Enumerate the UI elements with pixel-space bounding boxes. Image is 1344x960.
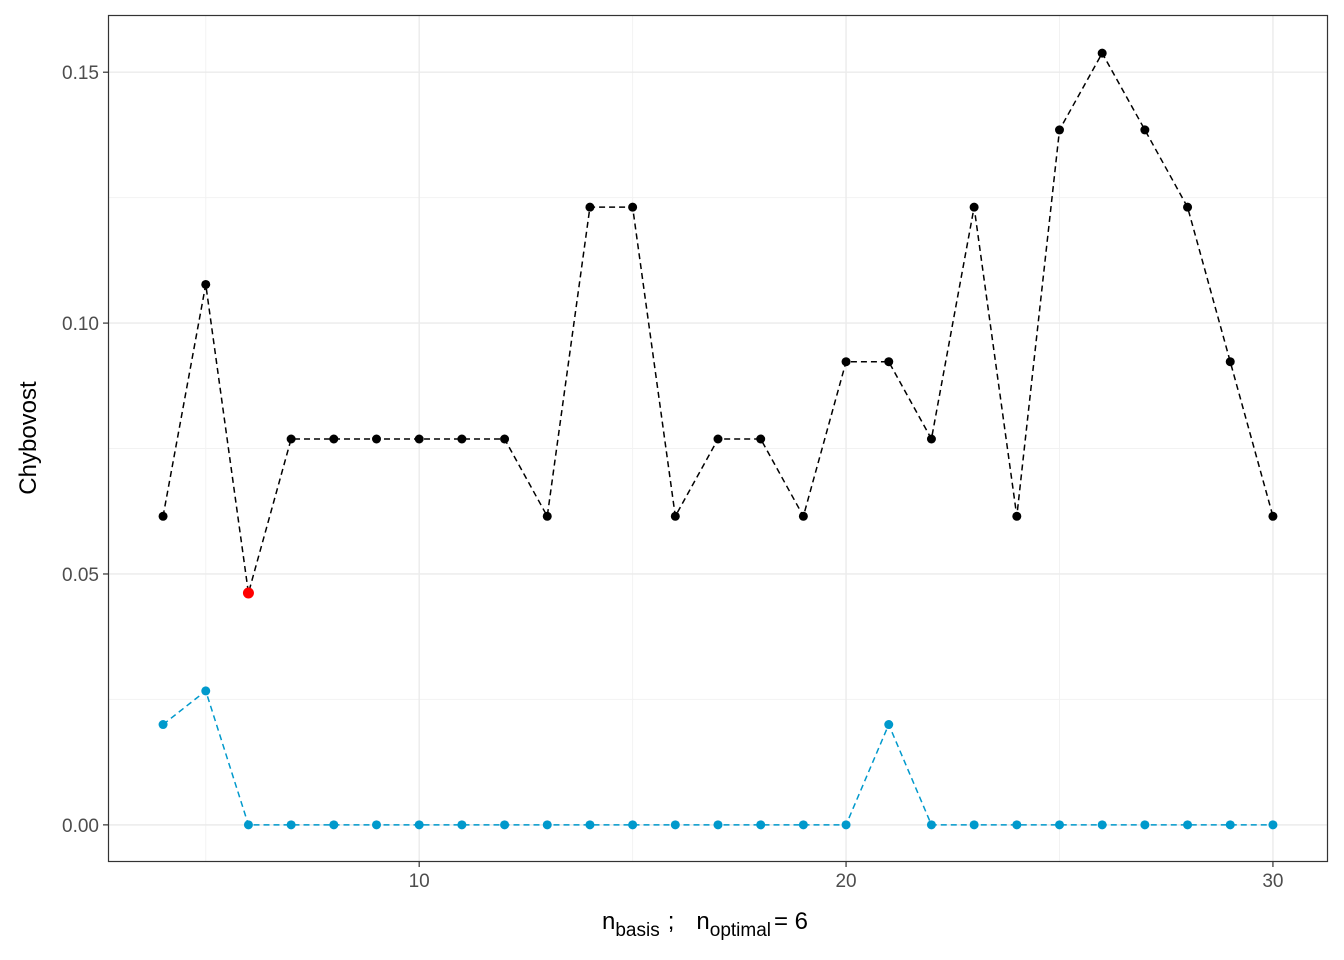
data-point: [884, 720, 894, 730]
data-point: [457, 820, 467, 830]
data-point: [286, 434, 296, 444]
data-point: [1225, 820, 1235, 830]
data-point: [1225, 357, 1235, 367]
data-point: [500, 820, 510, 830]
data-point: [542, 511, 552, 521]
data-point: [243, 820, 253, 830]
series-layer: [158, 48, 1278, 830]
axes: 10 20 30 0.00 0.05 0.10 0.15: [62, 63, 1283, 892]
data-point: [1012, 820, 1022, 830]
data-point: [798, 511, 808, 521]
plot-panel-border: [107, 14, 1329, 863]
data-point: [1054, 125, 1064, 135]
data-point: [457, 434, 467, 444]
data-point: [201, 686, 211, 696]
data-point: [1140, 125, 1150, 135]
optimal-point: [242, 587, 254, 599]
y-tick-label: 0.15: [62, 63, 99, 84]
data-point: [628, 820, 638, 830]
data-point: [329, 820, 339, 830]
data-point: [713, 434, 723, 444]
y-tick-label: 0.10: [62, 314, 99, 335]
data-point: [798, 820, 808, 830]
data-point: [1268, 511, 1278, 521]
data-point: [969, 202, 979, 212]
x-tick-label: 20: [835, 871, 856, 892]
data-point: [158, 511, 168, 521]
data-point: [969, 820, 979, 830]
data-point: [286, 820, 296, 830]
x-tick-label: 10: [409, 871, 430, 892]
data-point: [1097, 48, 1107, 58]
data-point: [201, 279, 211, 289]
data-point: [841, 820, 851, 830]
data-point: [756, 434, 766, 444]
data-point: [1183, 202, 1193, 212]
data-point: [1268, 820, 1278, 830]
data-point: [841, 357, 851, 367]
data-point: [926, 434, 936, 444]
x-axis-label: nbasis; noptimal = 6: [602, 908, 808, 941]
data-point: [585, 202, 595, 212]
data-point: [500, 434, 510, 444]
data-point: [1183, 820, 1193, 830]
data-point: [713, 820, 723, 830]
data-point: [884, 357, 894, 367]
data-point: [158, 720, 168, 730]
y-tick-label: 0.05: [62, 565, 99, 586]
data-point: [1012, 511, 1022, 521]
y-axis-label: Chybovost: [15, 381, 42, 495]
data-point: [585, 820, 595, 830]
series-line-blue: [162, 689, 1273, 826]
data-point: [372, 434, 382, 444]
data-point: [1097, 820, 1107, 830]
data-point: [1140, 820, 1150, 830]
data-point: [372, 820, 382, 830]
data-point: [414, 434, 424, 444]
data-point: [926, 820, 936, 830]
data-point: [628, 202, 638, 212]
data-point: [1054, 820, 1064, 830]
data-point: [670, 820, 680, 830]
data-point: [329, 434, 339, 444]
data-point: [756, 820, 766, 830]
x-tick-label: 30: [1262, 871, 1283, 892]
data-point: [670, 511, 680, 521]
data-point: [542, 820, 552, 830]
y-tick-label: 0.00: [62, 816, 99, 837]
data-point: [414, 820, 424, 830]
